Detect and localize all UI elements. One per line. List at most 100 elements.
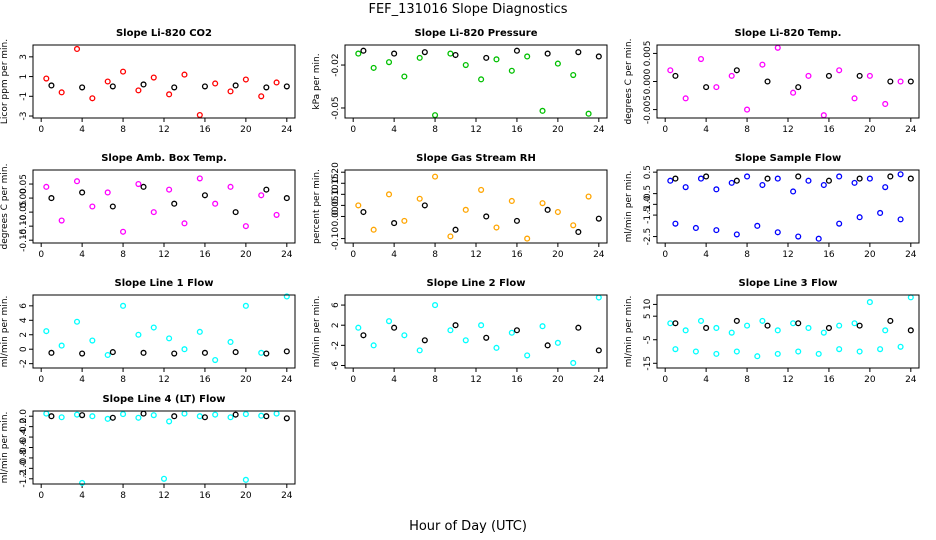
point (73, 318, 81, 325)
point (140, 183, 147, 190)
point (242, 76, 249, 83)
point (462, 206, 469, 213)
y-tick-label: 3 (19, 54, 29, 60)
x-tick-label: 12 (782, 250, 793, 260)
point (774, 350, 781, 357)
point (104, 189, 111, 196)
x-tick-label: 20 (240, 375, 252, 385)
point (273, 79, 280, 86)
x-tick-label: 8 (120, 250, 126, 260)
point (866, 72, 873, 79)
point (570, 72, 577, 79)
x-tick-label: 8 (432, 375, 438, 385)
point (733, 67, 740, 74)
point (201, 83, 208, 90)
page-title: FEF_131016 Slope Diagnostics (368, 2, 567, 17)
point (483, 334, 490, 341)
x-tick-label: 24 (905, 375, 917, 385)
point (539, 200, 546, 207)
point (104, 78, 111, 85)
point (242, 302, 249, 309)
point (171, 350, 178, 357)
point (242, 476, 249, 483)
point (585, 110, 592, 117)
point (667, 177, 674, 184)
point (866, 175, 873, 182)
x-tick-label: 20 (240, 125, 252, 135)
y-tick-label: 0.00 (19, 188, 29, 208)
x-tick-label: 0 (38, 375, 44, 385)
point (48, 349, 55, 356)
point (104, 351, 111, 359)
y-tick-label: -3 (19, 112, 29, 121)
point (401, 73, 408, 80)
point (754, 353, 761, 360)
point (232, 349, 239, 356)
point (421, 49, 428, 56)
point (882, 184, 889, 191)
plot-frame (32, 44, 296, 119)
x-tick-label: 12 (158, 491, 169, 501)
y-axis-label: degrees C per min. (0, 164, 10, 250)
point (150, 412, 157, 419)
x-tick-label: 4 (703, 125, 709, 135)
point (774, 327, 781, 334)
y-tick-label: 10 (643, 298, 653, 310)
point (263, 84, 270, 91)
point (692, 224, 699, 232)
point (462, 61, 469, 69)
point (447, 327, 454, 334)
point (447, 233, 454, 240)
point (48, 82, 55, 89)
y-tick-label: 0.10 (331, 184, 341, 204)
y-tick-label: 0.5 (643, 165, 653, 179)
point (524, 53, 531, 60)
point (140, 349, 147, 356)
point (703, 173, 710, 180)
point (447, 50, 454, 57)
point (795, 233, 802, 240)
x-tick-label: 4 (79, 250, 85, 260)
point (391, 50, 398, 57)
point (836, 67, 843, 74)
point (703, 324, 710, 332)
point (232, 82, 239, 89)
point (790, 89, 797, 96)
point (682, 184, 689, 191)
x-tick-label: 24 (281, 125, 293, 135)
point (672, 220, 679, 227)
x-tick-label: 4 (391, 250, 397, 260)
y-tick-label: 0.20 (331, 162, 341, 182)
plot-frame (32, 410, 296, 485)
x-tick-label: 24 (593, 375, 605, 385)
point (795, 84, 802, 91)
point (820, 181, 827, 189)
x-tick-label: 16 (199, 125, 211, 135)
y-tick-label: -2.5 (643, 228, 653, 246)
point (764, 322, 771, 329)
y-tick-label: -1.0 (643, 195, 653, 213)
point (697, 317, 705, 324)
point (544, 206, 551, 213)
point (825, 72, 832, 79)
point (682, 327, 689, 334)
y-tick-label: -0.5 (643, 185, 653, 203)
point (452, 322, 459, 329)
point (385, 191, 393, 198)
point (201, 192, 208, 199)
point (759, 317, 766, 324)
point (370, 342, 377, 349)
x-tick-label: 16 (199, 491, 211, 501)
point (544, 342, 551, 349)
point (58, 414, 65, 421)
x-tick-label: 4 (703, 250, 709, 260)
y-tick-label: 4 (19, 317, 29, 323)
point (109, 83, 116, 90)
point (575, 324, 582, 331)
point (513, 327, 520, 334)
point (882, 100, 889, 108)
x-tick-label: 12 (782, 375, 793, 385)
panel-title: Slope Line 2 Flow (427, 278, 526, 289)
